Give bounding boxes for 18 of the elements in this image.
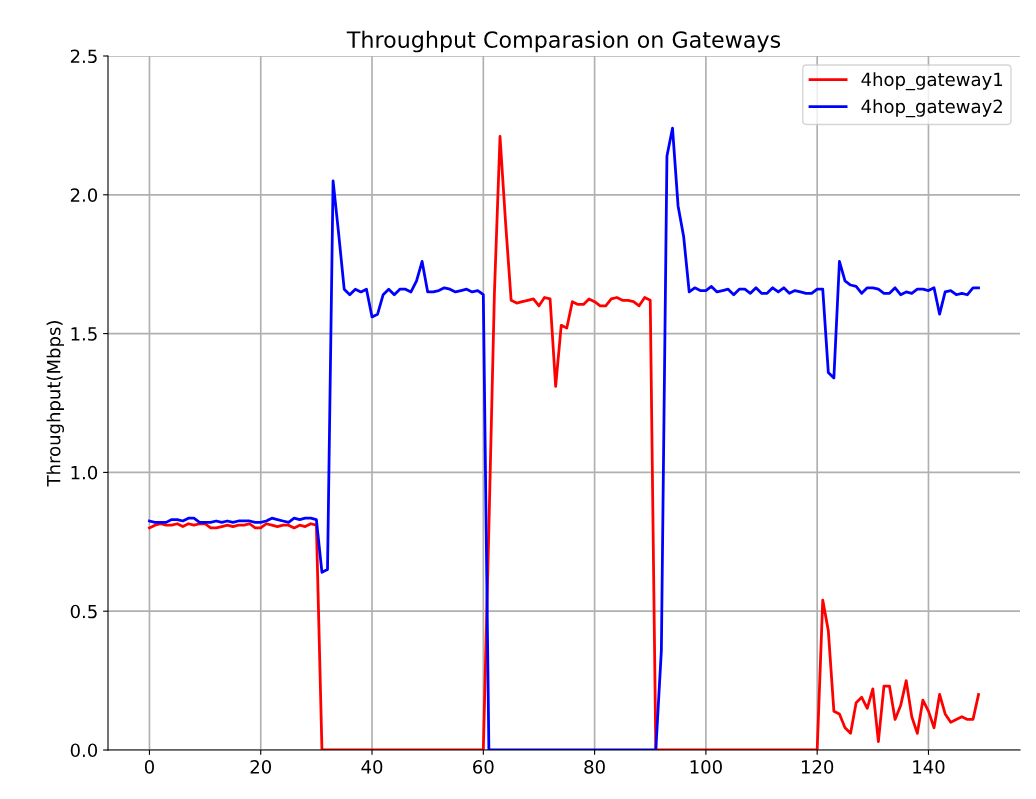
legend-label: 4hop_gateway1 [861,72,1003,91]
x-tick-label: 100 [690,760,722,774]
y-tick-label: 2.5 [70,49,97,64]
y-tick-label: 1.0 [71,465,98,480]
x-tick-label: 80 [584,760,605,774]
x-tick-label: 20 [250,760,272,774]
y-tick-label: 1.5 [71,327,97,341]
x-tick-label: 140 [913,760,945,774]
x-tick-label: 60 [473,760,494,774]
x-tick-label: 120 [801,760,834,774]
legend-label: 4hop_gateway2 [861,99,1002,118]
y-tick-label: 0.0 [70,743,98,758]
y-tick-label: 0.5 [70,604,97,619]
x-tick-label: 0 [144,760,154,774]
x-tick-label: 40 [361,760,383,774]
chart-title: Throughput Comparasion on Gateways [346,30,781,53]
y-tick-label: 2.0 [70,188,98,202]
y-axis-title: Throughput(Mbps) [46,321,65,487]
